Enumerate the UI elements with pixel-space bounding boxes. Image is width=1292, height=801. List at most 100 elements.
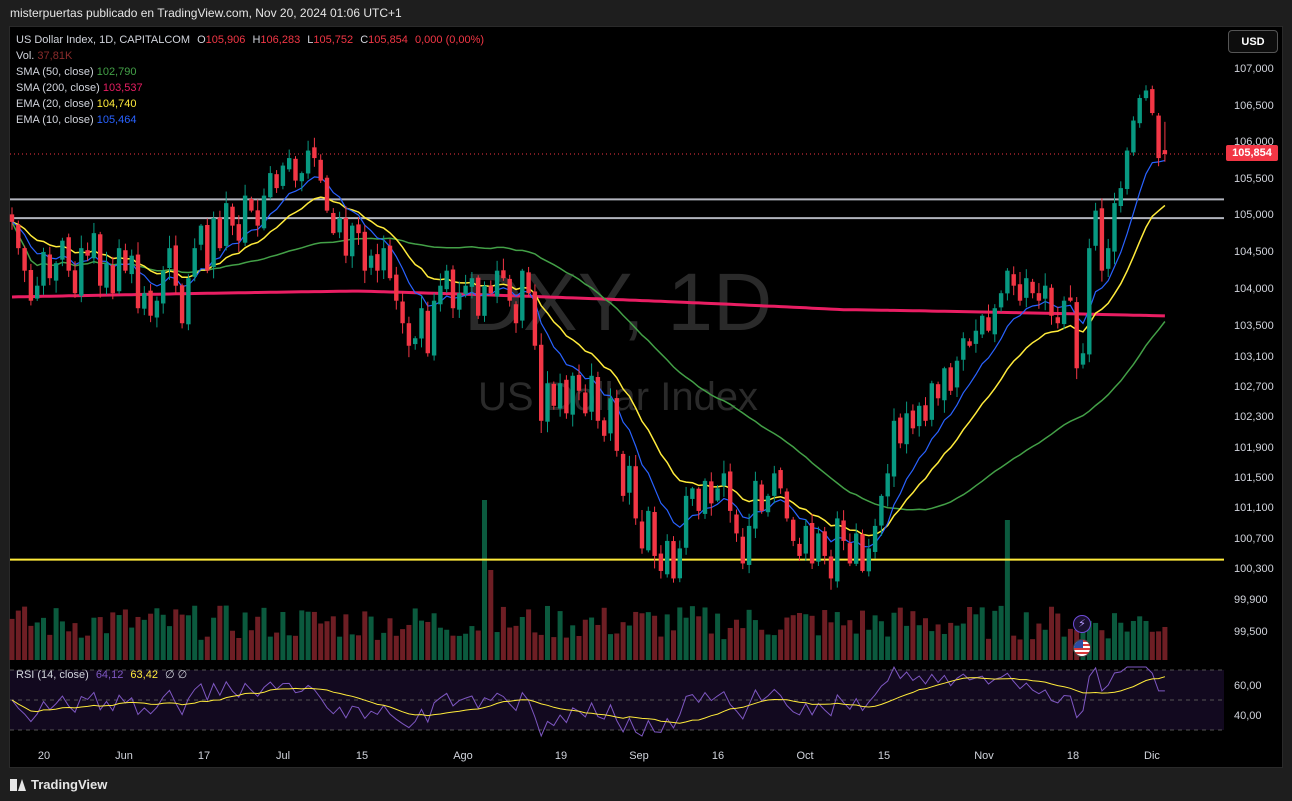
volume-bar bbox=[595, 624, 601, 660]
candle bbox=[526, 266, 531, 298]
tradingview-logo[interactable]: TradingView bbox=[10, 777, 107, 792]
candle bbox=[425, 301, 430, 357]
candle bbox=[110, 256, 115, 300]
candle bbox=[507, 274, 512, 307]
candle bbox=[236, 215, 241, 252]
volume-bar bbox=[715, 613, 721, 660]
volume-bar bbox=[803, 614, 809, 660]
candle-body bbox=[1099, 208, 1105, 271]
volume-bar bbox=[494, 632, 500, 660]
volume-bar bbox=[986, 638, 991, 660]
volume-bar bbox=[469, 626, 475, 660]
volume-bar bbox=[954, 625, 960, 660]
candle-body bbox=[236, 224, 241, 241]
price-axis[interactable]: 107,000106,500106,000105,500105,000104,5… bbox=[1234, 63, 1274, 638]
candle-body bbox=[923, 405, 928, 421]
candle bbox=[828, 549, 834, 590]
candle-body bbox=[186, 278, 191, 325]
candle-body bbox=[526, 272, 531, 294]
candle-body bbox=[1030, 281, 1035, 294]
candle-body bbox=[1093, 210, 1098, 246]
volume-bar bbox=[519, 616, 525, 660]
candle-body bbox=[513, 304, 519, 324]
candle-body bbox=[728, 471, 733, 511]
volume-bar bbox=[891, 612, 897, 660]
candle bbox=[66, 233, 71, 277]
candle bbox=[274, 170, 279, 193]
candle-body bbox=[47, 254, 52, 279]
price-tick-label: 100,300 bbox=[1234, 563, 1274, 575]
candle-body bbox=[110, 265, 115, 294]
candle-body bbox=[809, 522, 815, 564]
candle bbox=[438, 273, 443, 312]
candle bbox=[1137, 94, 1142, 128]
candle-body bbox=[274, 174, 279, 189]
legend-vol-value: 37,81K bbox=[37, 50, 73, 62]
candle-body bbox=[967, 341, 972, 346]
candle-body bbox=[614, 398, 619, 451]
candle-body bbox=[72, 270, 78, 294]
candle-body bbox=[242, 195, 248, 243]
candle bbox=[816, 526, 821, 566]
candle-body bbox=[715, 488, 720, 501]
volume-bar bbox=[1112, 613, 1117, 660]
candle-body bbox=[935, 384, 941, 399]
volume-bar bbox=[815, 635, 821, 660]
time-tick-label: 17 bbox=[198, 750, 210, 762]
candle bbox=[854, 523, 859, 567]
volume-bar bbox=[444, 629, 450, 660]
volume-bar bbox=[318, 623, 324, 660]
horizontal-levels bbox=[10, 153, 1224, 561]
candle bbox=[885, 463, 890, 507]
volume-bar bbox=[1004, 520, 1010, 660]
footer-bar bbox=[0, 770, 1292, 801]
candle-body bbox=[312, 147, 317, 159]
volume-bar bbox=[828, 622, 834, 660]
candle bbox=[784, 488, 790, 522]
price-tick-label: 104,000 bbox=[1234, 283, 1274, 295]
candle bbox=[746, 513, 752, 574]
us-flag-icon[interactable] bbox=[1073, 639, 1091, 657]
candle bbox=[532, 284, 538, 350]
candle bbox=[116, 239, 122, 295]
time-axis[interactable]: 20 Jun 17 Jul 15 Ago 19 Sep 16 Oct 15 Nov 18 Dic bbox=[38, 750, 1161, 762]
candle bbox=[104, 251, 109, 295]
lightning-icon[interactable]: ⚡ bbox=[1073, 615, 1091, 633]
candle bbox=[696, 487, 701, 520]
candle-body bbox=[847, 543, 853, 564]
candle-body bbox=[1112, 203, 1117, 252]
volume-bar bbox=[236, 637, 242, 660]
candle-body bbox=[545, 383, 550, 422]
candle bbox=[998, 290, 1004, 312]
candle bbox=[614, 389, 619, 457]
candle bbox=[318, 154, 323, 183]
currency-button[interactable]: USD bbox=[1228, 30, 1278, 53]
candle bbox=[387, 239, 393, 281]
candle-body bbox=[633, 466, 638, 519]
volume-bar bbox=[286, 635, 292, 660]
candle-body bbox=[1068, 297, 1073, 301]
time-tick-label: Dic bbox=[1144, 750, 1160, 762]
candle-body bbox=[1080, 353, 1086, 365]
volume-bar bbox=[929, 631, 935, 660]
attribution-bar: misterpuertas publicado en TradingView.c… bbox=[0, 0, 1292, 26]
legend-sma50-label: SMA (50, close) bbox=[16, 66, 94, 78]
candle bbox=[28, 263, 34, 306]
candle bbox=[406, 316, 412, 358]
volume-bar bbox=[639, 613, 645, 660]
candle bbox=[280, 162, 286, 190]
volume-bar bbox=[135, 616, 141, 660]
volume-bar bbox=[671, 630, 676, 660]
volume-bar bbox=[34, 622, 40, 660]
volume-bar bbox=[185, 615, 191, 660]
legend-h-label: H bbox=[252, 34, 261, 46]
candle-body bbox=[104, 263, 109, 288]
legend-ema10-label: EMA (10, close) bbox=[16, 114, 94, 126]
candle-body bbox=[690, 488, 695, 499]
candle-body bbox=[387, 245, 393, 279]
candle bbox=[1093, 202, 1098, 251]
candle-body bbox=[961, 338, 966, 360]
candle-body bbox=[343, 217, 349, 256]
legend-sma200-value: 103,537 bbox=[102, 82, 143, 94]
